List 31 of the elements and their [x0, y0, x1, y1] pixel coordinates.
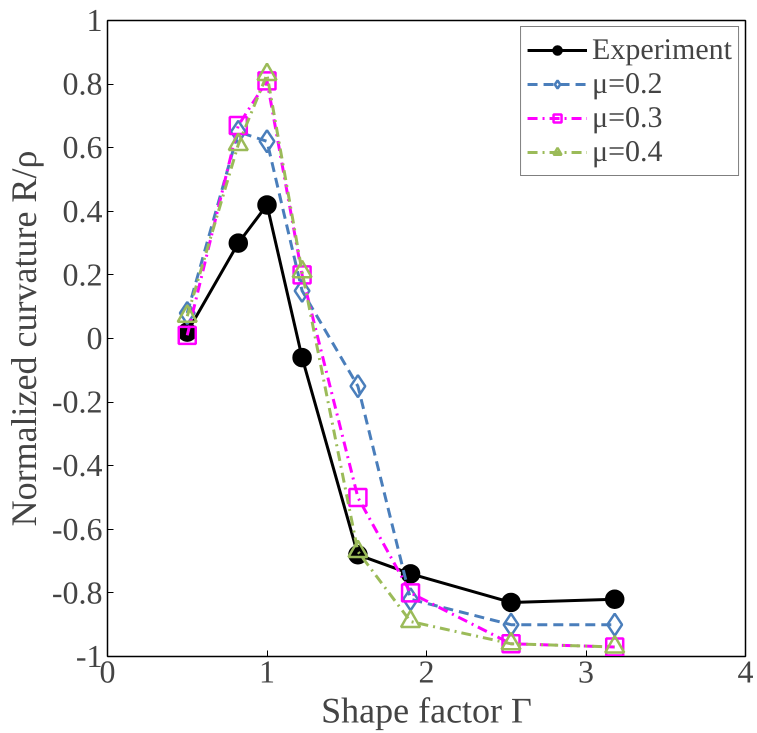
point: [292, 348, 312, 368]
legend-label: Experiment: [592, 33, 732, 67]
point: [257, 195, 277, 215]
y-tick-label: 0: [86, 320, 102, 356]
y-tick-label: 0.6: [62, 129, 102, 166]
point: [178, 326, 197, 346]
point: [228, 233, 248, 253]
point: [606, 612, 624, 637]
point: [258, 129, 276, 154]
x-tick-label: 3: [578, 654, 594, 690]
point: [501, 592, 521, 612]
y-tick-label: 1: [86, 2, 102, 38]
y-tick-label: 0.8: [62, 66, 102, 102]
y-tick-label: -0.2: [52, 384, 102, 420]
x-tick-label: 1: [259, 654, 275, 690]
y-tick-label: 0.2: [62, 256, 102, 292]
y-tick-label: 0.4: [62, 192, 102, 229]
point: [349, 374, 366, 398]
x-tick-label: 2: [418, 654, 434, 690]
point: [400, 583, 420, 603]
point: [604, 590, 624, 609]
x-tick-label: 4: [738, 654, 754, 690]
legend-label: μ=0.3: [592, 101, 663, 135]
legend-label: μ=0.2: [592, 67, 663, 101]
y-tick-label: -0.6: [52, 510, 102, 547]
x-axis-title: Shape factor Γ: [321, 690, 532, 730]
y-tick-label: -0.8: [52, 574, 102, 610]
y-axis-title: Normalized curvature R/ρ: [4, 150, 44, 526]
legend-label: μ=0.4: [592, 135, 663, 169]
y-tick-label: -0.4: [52, 447, 102, 484]
point: [348, 488, 368, 508]
